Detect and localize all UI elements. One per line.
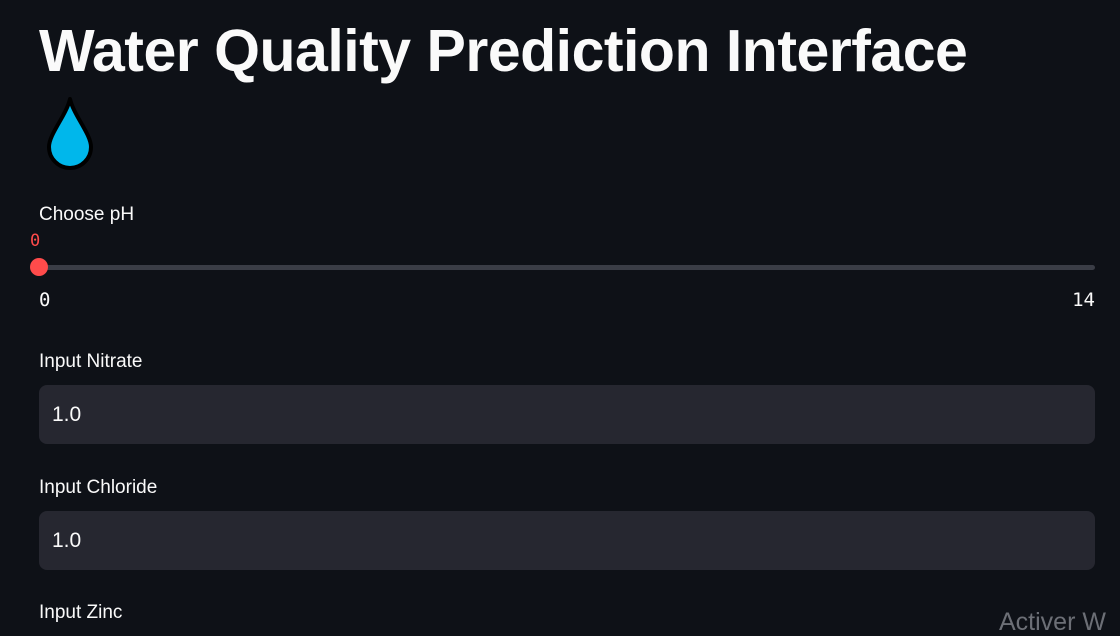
chloride-input[interactable]: [39, 511, 1095, 570]
page-title: Water Quality Prediction Interface: [39, 18, 968, 84]
nitrate-input[interactable]: [39, 385, 1095, 444]
ph-slider-thumb[interactable]: [30, 258, 48, 276]
chloride-label: Input Chloride: [39, 477, 158, 498]
ph-slider-min-label: 0: [39, 289, 51, 311]
ph-slider-current-value: 0: [30, 231, 41, 251]
ph-slider-track[interactable]: [30, 258, 1095, 276]
zinc-label: Input Zinc: [39, 602, 123, 623]
water-drop-icon: [47, 97, 93, 170]
ph-slider-max-label: 14: [1072, 289, 1095, 311]
ph-slider-label: Choose pH: [39, 204, 135, 225]
nitrate-label: Input Nitrate: [39, 351, 143, 372]
activation-watermark: Activer W: [999, 608, 1106, 636]
